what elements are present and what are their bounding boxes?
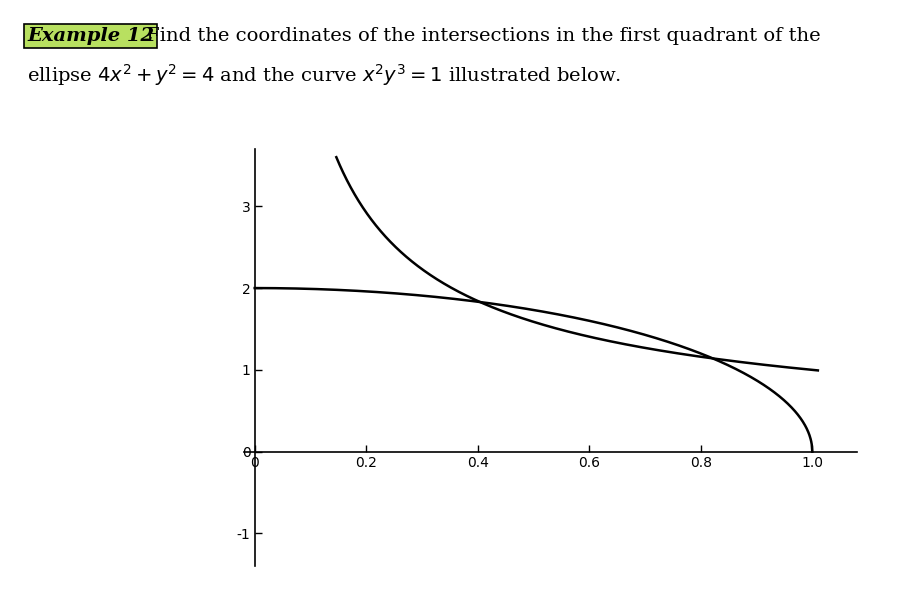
- Text: Find the coordinates of the intersections in the first quadrant of the: Find the coordinates of the intersection…: [140, 27, 821, 45]
- Text: ellipse $4x^2 + y^2 = 4$ and the curve $x^2y^3 = 1$ illustrated below.: ellipse $4x^2 + y^2 = 4$ and the curve $…: [27, 63, 621, 88]
- Text: Example 12: Example 12: [27, 27, 154, 45]
